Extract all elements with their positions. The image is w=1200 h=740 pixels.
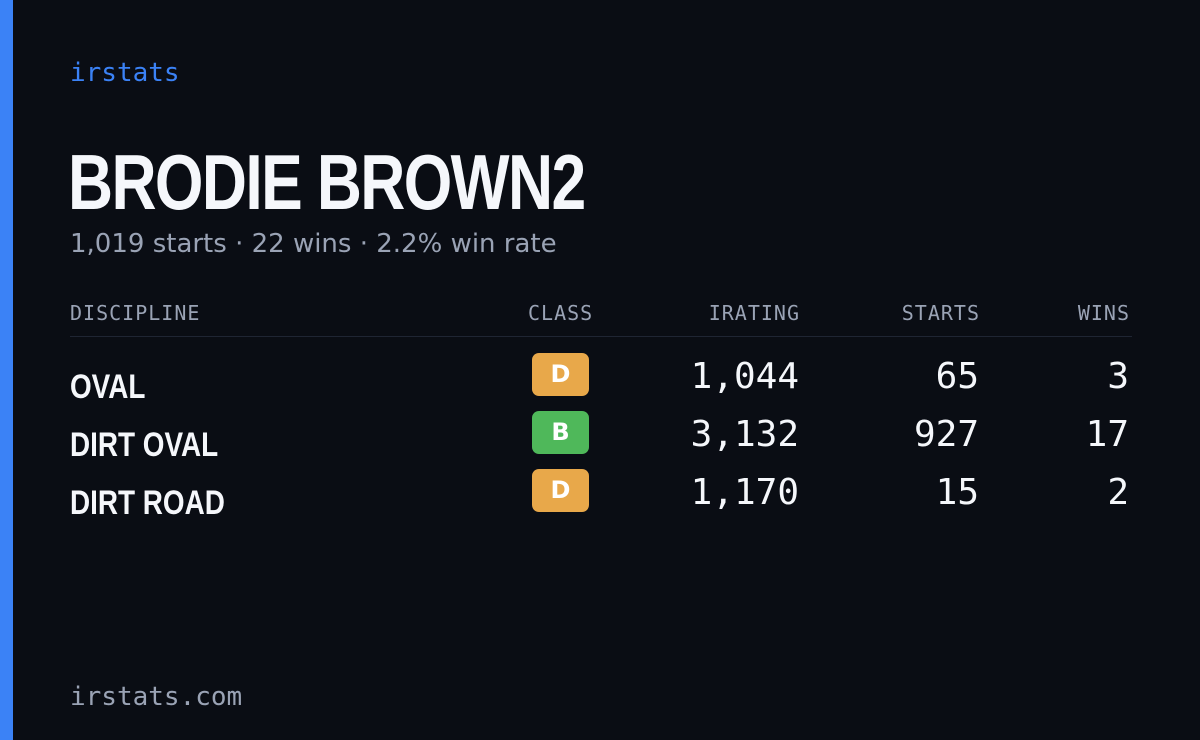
class-badge: D bbox=[532, 353, 589, 396]
starts-value: 15 bbox=[935, 472, 979, 513]
irating-value: 1,170 bbox=[690, 472, 799, 513]
irating-value: 3,132 bbox=[690, 414, 799, 455]
discipline-name: DIRT ROAD bbox=[70, 484, 225, 522]
header-class: CLASS bbox=[528, 301, 594, 325]
driver-summary: 1,019 starts · 22 wins · 2.2% win rate bbox=[70, 229, 557, 259]
wins-value: 17 bbox=[1085, 414, 1129, 455]
class-badge: D bbox=[532, 469, 589, 512]
irating-value: 1,044 bbox=[690, 356, 799, 397]
class-badge: B bbox=[532, 411, 589, 454]
header-discipline: DISCIPLINE bbox=[70, 301, 201, 325]
table-header-row: DISCIPLINE CLASS IRATING STARTS WINS bbox=[70, 296, 1132, 337]
table-row: DIRT ROAD D 1,170 15 2 bbox=[70, 469, 1132, 527]
discipline-name: DIRT OVAL bbox=[70, 426, 219, 464]
wins-value: 3 bbox=[1107, 356, 1129, 397]
table-row: DIRT OVAL B 3,132 927 17 bbox=[70, 411, 1132, 469]
starts-value: 65 bbox=[935, 356, 979, 397]
header-starts: STARTS bbox=[901, 301, 980, 325]
starts-value: 927 bbox=[913, 414, 979, 455]
discipline-table: DISCIPLINE CLASS IRATING STARTS WINS OVA… bbox=[70, 296, 1132, 527]
brand-logo-text: irstats bbox=[70, 58, 180, 88]
footer-url: irstats.com bbox=[70, 682, 243, 712]
accent-bar bbox=[0, 0, 13, 740]
header-irating: IRATING bbox=[708, 301, 800, 325]
driver-name: BRODIE BROWN2 bbox=[68, 138, 586, 226]
discipline-name: OVAL bbox=[70, 368, 146, 406]
header-wins: WINS bbox=[1077, 301, 1130, 325]
wins-value: 2 bbox=[1107, 472, 1129, 513]
table-row: OVAL D 1,044 65 3 bbox=[70, 353, 1132, 411]
